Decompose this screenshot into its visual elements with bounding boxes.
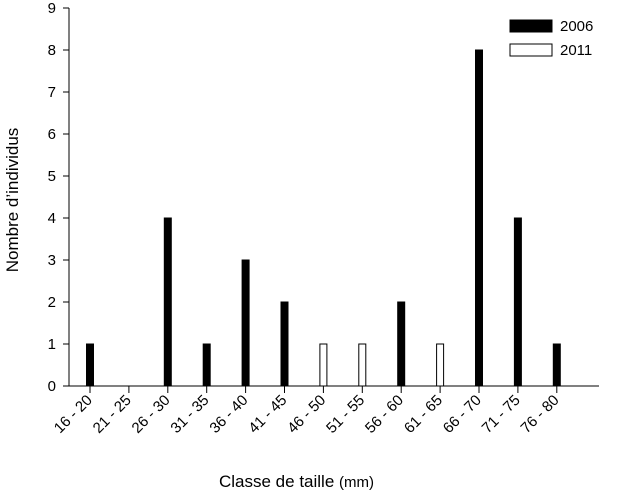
x-tick-label: 16 - 20 — [51, 392, 96, 437]
x-tick-label: 56 - 60 — [362, 392, 407, 437]
bar-2011-61-65 — [436, 343, 445, 387]
y-tick-label: 5 — [48, 168, 56, 185]
y-tick-label: 2 — [48, 294, 56, 311]
x-tick-label: 36 - 40 — [206, 392, 251, 437]
axes — [68, 8, 599, 387]
y-axis-label: Nombre d’individus — [3, 128, 22, 273]
bar-2011-51-55 — [358, 343, 367, 387]
y-tick-label: 1 — [48, 336, 56, 353]
x-tick-label: 71 - 75 — [479, 392, 524, 437]
bar-2006-26-30 — [163, 217, 172, 387]
legend-label-2006: 2006 — [560, 18, 593, 35]
bar-2006-31-35 — [202, 343, 211, 387]
bar-2006-36-40 — [241, 259, 250, 387]
bar-2006-76-80 — [552, 343, 561, 387]
legend-swatch-2011 — [509, 43, 553, 57]
bar-2006-16-20 — [86, 343, 94, 387]
x-axis-label: Classe de taille (mm) — [219, 472, 374, 490]
bar-2006-41-45 — [280, 301, 289, 387]
x-tick-label: 51 - 55 — [323, 392, 368, 437]
y-tick-label: 4 — [48, 210, 56, 227]
bar-2006-56-60 — [397, 301, 406, 387]
bar-2011-46-50 — [319, 343, 328, 387]
y-tick-label: 8 — [48, 42, 56, 59]
x-tick-label: 76 - 80 — [518, 392, 563, 437]
x-tick-label: 46 - 50 — [284, 392, 329, 437]
legend-label-2011: 2011 — [560, 42, 592, 59]
x-tick-label: 31 - 35 — [167, 392, 212, 437]
legend: 2006 2011 — [509, 18, 593, 59]
y-tick-label: 7 — [48, 84, 56, 101]
x-tick-label: 26 - 30 — [129, 392, 174, 437]
y-tick-label: 9 — [48, 0, 56, 17]
y-ticks: 0 1 2 3 4 5 6 7 8 9 — [48, 0, 69, 395]
y-tick-label: 3 — [48, 252, 56, 269]
y-tick-label: 0 — [48, 378, 56, 395]
x-tick-label: 61 - 65 — [401, 392, 446, 437]
x-tick-label: 66 - 70 — [440, 392, 485, 437]
x-tick-label: 41 - 45 — [245, 392, 290, 437]
x-axis-label-unit: (mm) — [339, 474, 374, 490]
y-tick-label: 6 — [48, 126, 56, 143]
bars — [86, 49, 561, 387]
x-tick-label: 21 - 25 — [90, 392, 135, 437]
x-axis-label-text: Classe de taille — [219, 472, 334, 490]
bar-2006-71-75 — [513, 217, 522, 387]
bar-2006-66-70 — [475, 49, 483, 387]
legend-swatch-2006 — [509, 19, 553, 33]
